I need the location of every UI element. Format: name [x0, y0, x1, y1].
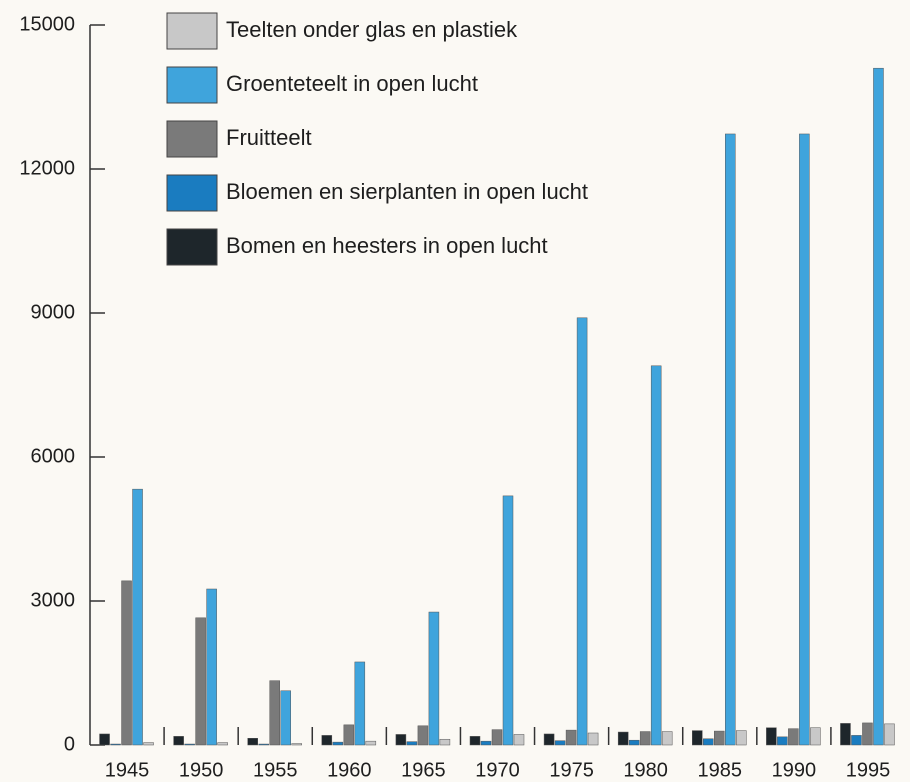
x-tick-label: 1970 — [475, 759, 520, 781]
bar — [480, 740, 492, 746]
x-tick-label: 1945 — [105, 759, 150, 781]
bar — [206, 588, 217, 746]
x-tick-label: 1985 — [698, 759, 743, 781]
bar — [513, 734, 525, 746]
bar — [873, 67, 884, 746]
legend-swatch — [166, 120, 218, 158]
bar — [587, 732, 599, 746]
bar — [703, 738, 714, 746]
bar — [143, 742, 154, 746]
bar — [840, 723, 851, 746]
bar — [428, 611, 440, 746]
legend-label: Bomen en heesters in open lucht — [226, 233, 548, 258]
bar — [565, 729, 577, 746]
bar — [576, 317, 588, 746]
x-tick-label: 1990 — [772, 759, 817, 781]
bar — [639, 731, 651, 746]
bar — [502, 495, 514, 746]
bar — [291, 743, 302, 746]
legend-swatch — [166, 174, 218, 212]
legend-label: Fruitteelt — [226, 125, 312, 150]
bar — [184, 743, 195, 746]
bar — [280, 690, 291, 746]
bar — [365, 740, 377, 746]
bar — [884, 723, 895, 746]
bar — [110, 743, 121, 746]
legend-swatch — [166, 12, 218, 50]
bar — [247, 738, 258, 746]
x-tick-label: 1995 — [846, 759, 891, 781]
bar — [799, 133, 810, 746]
bar — [491, 729, 503, 746]
bar — [617, 731, 629, 746]
bar — [173, 736, 184, 746]
bar — [628, 739, 640, 746]
bar — [725, 133, 736, 746]
y-tick-label: 6000 — [31, 445, 76, 467]
bar — [714, 730, 725, 746]
legend-label: Teelten onder glas en plastiek — [226, 17, 518, 42]
y-tick-label: 9000 — [31, 301, 76, 323]
bar — [417, 725, 429, 746]
x-tick-label: 1980 — [623, 759, 668, 781]
bar — [321, 735, 333, 746]
y-tick-label: 12000 — [19, 157, 75, 179]
bar — [406, 741, 418, 746]
x-tick-label: 1965 — [401, 759, 446, 781]
legend-label: Bloemen en sierplanten in open lucht — [226, 179, 588, 204]
bar — [217, 742, 228, 746]
bar — [766, 727, 777, 746]
bar — [121, 580, 132, 746]
bar — [810, 727, 821, 746]
y-tick-label: 15000 — [19, 13, 75, 35]
bar — [692, 730, 703, 746]
bar — [354, 661, 366, 746]
bar — [343, 724, 355, 746]
y-tick-label: 0 — [64, 733, 75, 755]
x-tick-label: 1960 — [327, 759, 372, 781]
bar — [99, 733, 110, 746]
bar — [862, 722, 873, 746]
x-tick-label: 1955 — [253, 759, 298, 781]
bar — [132, 488, 143, 746]
bar — [258, 743, 269, 746]
bar — [777, 736, 788, 746]
bar — [269, 680, 280, 746]
bar — [469, 736, 481, 746]
bar — [851, 735, 862, 746]
x-tick-label: 1975 — [549, 759, 594, 781]
bar — [788, 728, 799, 746]
bar — [195, 617, 206, 746]
bar — [332, 741, 344, 746]
bar — [395, 734, 407, 746]
bar — [543, 733, 555, 746]
x-tick-label: 1950 — [179, 759, 224, 781]
legend-label: Groenteteelt in open lucht — [226, 71, 478, 96]
bar — [650, 365, 662, 746]
bar — [661, 731, 673, 746]
bar — [554, 740, 566, 746]
y-tick-label: 3000 — [31, 589, 76, 611]
bar — [439, 738, 451, 746]
legend-swatch — [166, 228, 218, 266]
bar — [736, 730, 747, 746]
legend-swatch — [166, 66, 218, 104]
